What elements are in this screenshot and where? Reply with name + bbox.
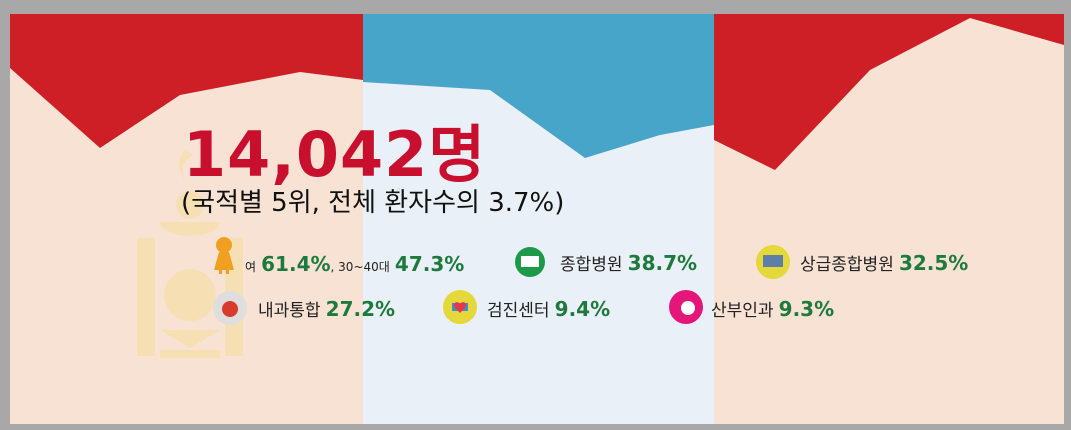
stat-label: 내과통합 <box>258 301 321 321</box>
stat-value: 32.5% <box>898 251 969 275</box>
patient-count: 14,042명 <box>183 118 487 191</box>
stat-label: 상급종합병원 <box>800 255 894 275</box>
icons <box>213 237 790 325</box>
mountain-right <box>714 18 1064 424</box>
stat-value: 61.4% <box>261 252 331 276</box>
stat-value: 47.3% <box>394 252 465 276</box>
subtitle: (국적별 5위, 전체 환자수의 3.7%) <box>181 188 565 218</box>
soyombo-symbol <box>137 150 243 358</box>
stat-value: 27.2% <box>325 297 396 321</box>
stat-value: 9.4% <box>554 297 611 321</box>
stat-label: 산부인과 <box>711 301 774 321</box>
stat-internal-medicine: 내과통합 27.2% <box>258 296 395 321</box>
stat-label: 검진센터 <box>487 301 550 321</box>
stat-obstetrics: 산부인과 9.3% <box>711 296 834 321</box>
stat-label: 여 <box>245 260 257 274</box>
stat-value: 9.3% <box>778 297 835 321</box>
mountain-left <box>10 68 363 424</box>
stat-female: 여 61.4%, 30~40대 47.3% <box>245 252 465 276</box>
stat-general-hospital: 종합병원 38.7% <box>560 250 697 275</box>
stat-checkup-center: 검진센터 9.4% <box>487 296 610 321</box>
stat-value: 38.7% <box>627 251 698 275</box>
stat-label: 종합병원 <box>560 255 623 275</box>
stat-label: 30~40대 <box>338 260 390 274</box>
stat-tertiary-hospital: 상급종합병원 32.5% <box>800 250 968 275</box>
female-icon <box>216 237 232 253</box>
